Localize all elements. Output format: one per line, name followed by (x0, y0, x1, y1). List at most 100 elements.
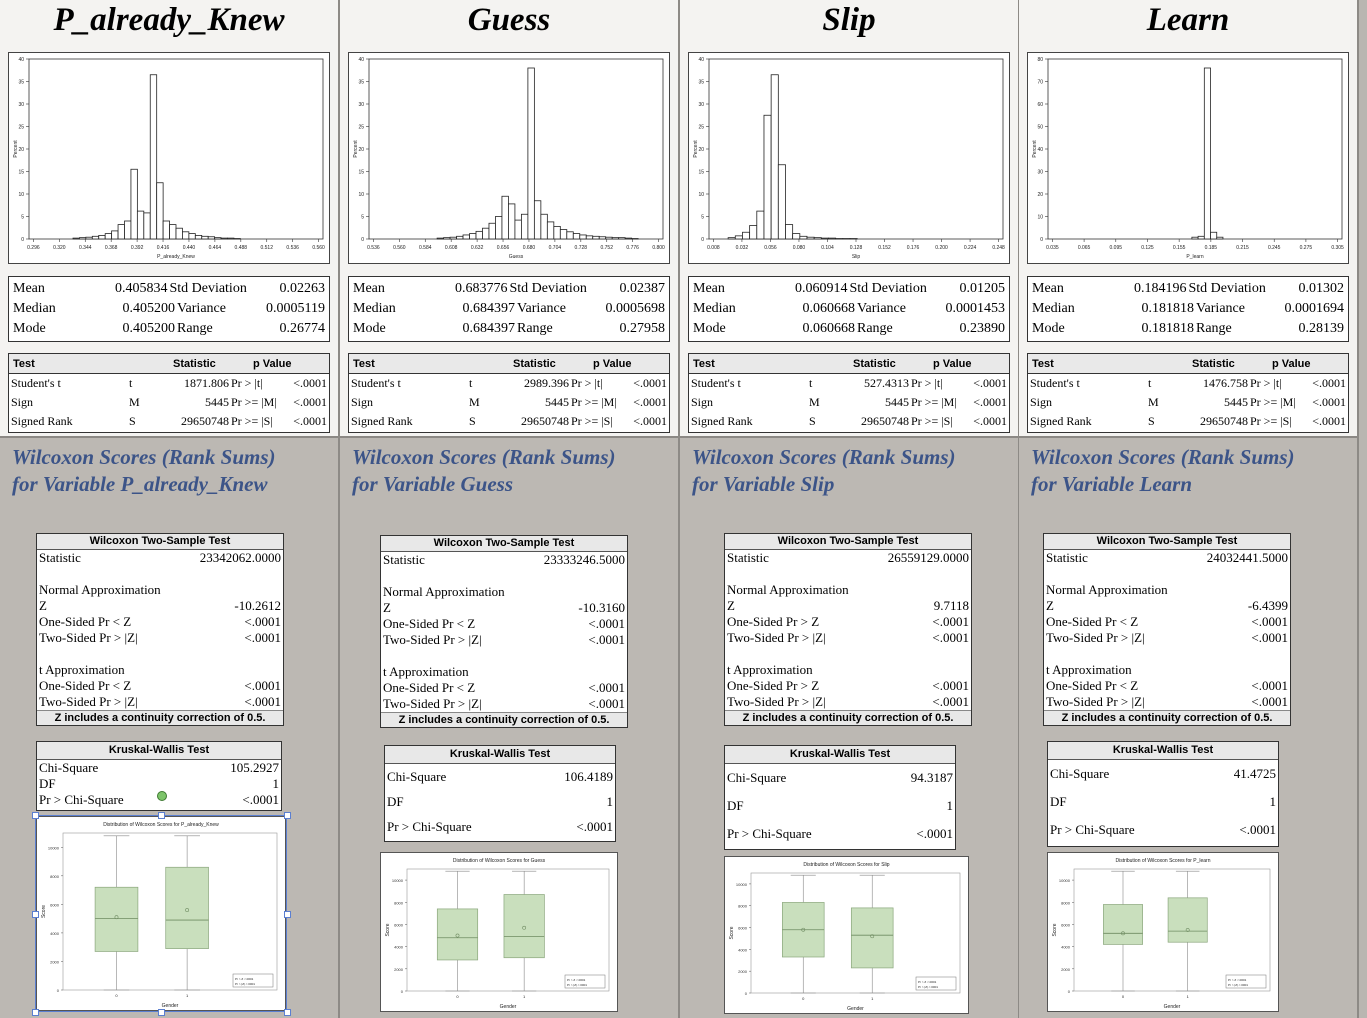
y-tick-label: 25 (358, 125, 364, 131)
resize-handle[interactable] (32, 910, 39, 918)
kruskal-label: DF (39, 776, 56, 791)
kruskal-value: 105.2927 (230, 760, 279, 775)
resize-handle[interactable] (284, 812, 291, 819)
y-tick-label: 0 (21, 237, 24, 243)
test-name: Sign (351, 395, 374, 409)
wilcoxon-label: One-Sided Pr > Z (727, 614, 820, 629)
histogram-bar (540, 213, 548, 240)
inset-legend-line: Pr > Z <.0001 (918, 980, 937, 984)
pvalue-label: Pr >= |S| (571, 414, 613, 428)
inset-legend-line: Pr > Z <.0001 (235, 977, 254, 981)
wilcoxon-value: <.0001 (244, 614, 281, 629)
x-axis-label: Guess (509, 254, 524, 260)
wilcoxon-label: Two-Sided Pr > |Z| (727, 630, 826, 645)
moments-row: Mean 0.060914 Std Deviation 0.01205 (693, 279, 1005, 299)
y-tick-label: 5 (21, 215, 24, 221)
pvalue-label: Pr >= |M| (911, 395, 957, 409)
kruskal-label: DF (1050, 794, 1067, 809)
wilcoxon-value: <.0001 (1251, 694, 1288, 709)
kruskal-header: Kruskal-Wallis Test (725, 746, 955, 764)
histogram-bar (456, 235, 464, 240)
test-symbol: M (809, 395, 820, 409)
test-row: Signed Rank S 29650748 Pr >= |S| <.0001 (9, 412, 329, 431)
wilcoxon-value: <.0001 (244, 694, 281, 709)
kruskal-label: Pr > Chi-Square (1050, 822, 1135, 837)
x-tick-label: 0.560 (393, 245, 406, 251)
kruskal-label: DF (727, 798, 744, 813)
test-statistic: 527.4313 (864, 376, 909, 390)
tests-header: Test Statistic p Value (9, 354, 329, 374)
kruskal-value: <.0001 (242, 792, 279, 807)
moment-value: 0.01302 (1298, 281, 1345, 296)
histogram-bar (1210, 231, 1218, 240)
wilcoxon-row: Two-Sided Pr > |Z| <.0001 (381, 696, 627, 712)
wilcoxon-label: t Approximation (383, 664, 469, 679)
y-tick-label: 15 (698, 170, 704, 176)
plot-frame (708, 58, 1004, 240)
continuity-note: Z includes a continuity correction of 0.… (725, 710, 971, 725)
inset-legend (564, 974, 606, 989)
histogram-bar (124, 220, 132, 240)
moment-label: Variance (857, 301, 906, 316)
kruskal-wallis-table: Kruskal-Wallis Test Chi-Square 106.4189 DF 1… (384, 745, 616, 842)
moment-label: Range (177, 321, 213, 336)
x-tick-label: 0.305 (1331, 245, 1344, 251)
wilcoxon-value: <.0001 (588, 616, 625, 631)
moment-label: Mean (13, 281, 45, 296)
x-tick-label: 0.536 (286, 245, 299, 251)
rotate-handle[interactable] (157, 791, 167, 801)
resize-handle[interactable] (32, 812, 39, 819)
test-symbol: S (809, 414, 816, 428)
y-tick-label: 0 (701, 237, 704, 243)
x-tick-label: 0.344 (79, 245, 92, 251)
wilcoxon-row: Normal Approximation (725, 582, 971, 598)
wilcoxon-value: <.0001 (932, 678, 969, 693)
wilcoxon-row: Two-Sided Pr > |Z| <.0001 (725, 694, 971, 710)
test-symbol: M (129, 395, 140, 409)
moments-row: Mean 0.405834 Std Deviation 0.02263 (13, 279, 325, 299)
boxplot-y-label: Score (385, 923, 391, 936)
kruskal-row: DF 1 (385, 789, 615, 814)
wilcoxon-value: <.0001 (588, 632, 625, 647)
moment-value: 0.0005698 (605, 301, 666, 316)
resize-handle[interactable] (158, 1009, 165, 1016)
wilcoxon-label: Z (39, 598, 47, 613)
test-statistic: 5445 (205, 395, 229, 409)
histogram-bar (162, 220, 170, 240)
histogram-svg: 0 10 20 30 40 50 60 70 80 0.035 0.065 0.095 0.125 0.1… (1032, 57, 1344, 260)
histogram-bar (605, 236, 613, 240)
kruskal-value: 106.4189 (564, 769, 613, 784)
spacer (381, 648, 627, 664)
y-tick-label: 80 (1037, 57, 1043, 63)
x-tick-label: 0.080 (793, 245, 806, 251)
spacer (725, 646, 971, 662)
wilcoxon-value: 9.7118 (933, 598, 969, 613)
y-tick-label: 10 (698, 192, 704, 198)
moments-row: Median 0.060668 Variance 0.0001453 (693, 299, 1005, 319)
resize-handle[interactable] (284, 910, 291, 918)
histogram-svg: 0 5 10 15 20 25 30 35 40 0.536 0.560 0.584 0.608 0.63… (353, 57, 665, 260)
kruskal-label: Chi-Square (387, 769, 447, 784)
wilcoxon-row: Statistic 26559129.0000 (725, 550, 971, 566)
wilcoxon-label: Two-Sided Pr > |Z| (39, 694, 138, 709)
resize-handle[interactable] (158, 812, 165, 819)
inset-legend (232, 973, 274, 988)
histogram-bar (624, 237, 633, 240)
y-tick-label: 50 (1037, 125, 1043, 131)
resize-handle[interactable] (32, 1009, 39, 1016)
y-tick-label: 30 (698, 102, 704, 108)
kruskal-row: Chi-Square 41.4725 (1048, 760, 1278, 788)
histogram-chart: 0 5 10 15 20 25 30 35 40 0.296 0.320 0.344 0.368 0.39… (8, 52, 330, 264)
y-tick-label: 2000 (738, 969, 748, 974)
y-axis-label: Percent (693, 140, 699, 158)
moment-label: Variance (517, 301, 566, 316)
moments-table: Mean 0.405834 Std Deviation 0.02263 Median 0.… (8, 276, 330, 342)
moment-label: Std Deviation (1188, 281, 1266, 296)
resize-handle[interactable] (284, 1009, 291, 1016)
selection-frame[interactable] (35, 815, 287, 1012)
wilcoxon-row: Z -10.2612 (37, 598, 283, 614)
pvalue: <.0001 (1312, 376, 1346, 390)
histogram-bar (79, 237, 87, 240)
location-tests-table: Test Statistic p Value Student's t t 2989.396… (348, 353, 670, 433)
y-tick-label: 5 (701, 215, 704, 221)
